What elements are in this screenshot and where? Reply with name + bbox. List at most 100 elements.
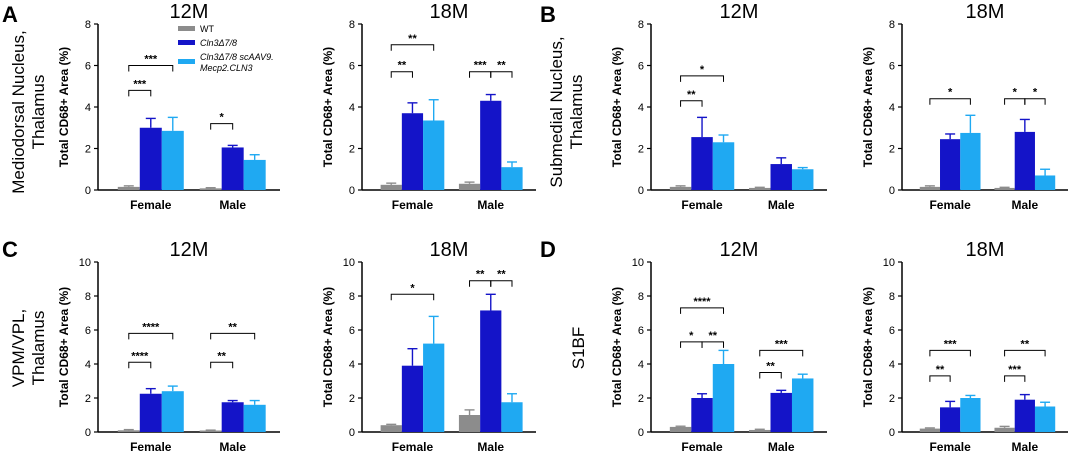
bar	[791, 378, 814, 432]
y-tick-label: 2	[889, 144, 895, 156]
bar	[199, 188, 222, 190]
bar	[458, 183, 481, 190]
significance-bracket	[680, 100, 703, 107]
x-category-label: Female	[130, 440, 172, 454]
significance-bracket	[390, 71, 413, 78]
significance-bracket	[680, 307, 725, 314]
significance-bracket	[929, 98, 971, 105]
x-category-label: Male	[477, 198, 504, 212]
y-tick-label: 2	[85, 393, 91, 405]
significance-stars: *	[220, 112, 225, 124]
y-axis-label: Total CD68+ Area (%)	[321, 47, 335, 167]
y-axis-label: Total CD68+ Area (%)	[321, 287, 335, 407]
bar	[940, 139, 961, 190]
y-tick-label: 4	[889, 102, 895, 114]
significance-stars: ***	[133, 78, 147, 90]
bar	[919, 428, 941, 432]
bar	[1034, 175, 1056, 190]
significance-stars: **	[766, 361, 775, 373]
bar	[994, 427, 1015, 432]
significance-bracket	[680, 75, 725, 82]
chart-title: 18M	[430, 1, 469, 23]
chart-title: 12M	[720, 239, 759, 261]
y-tick-label: 8	[85, 291, 91, 303]
y-tick-label: 8	[349, 291, 355, 303]
significance-bracket	[210, 361, 234, 369]
y-tick-label: 2	[638, 144, 644, 156]
bar	[669, 426, 692, 432]
significance-bracket	[701, 341, 725, 348]
bar	[940, 407, 961, 432]
y-axis-label: Total CD68+ Area (%)	[57, 287, 71, 407]
x-category-label: Female	[130, 198, 172, 212]
y-tick-label: 4	[85, 102, 91, 114]
bar	[712, 364, 735, 432]
significance-bracket	[490, 280, 513, 287]
bar	[749, 429, 771, 432]
y-tick-label: 4	[889, 359, 895, 371]
x-category-label: Male	[219, 198, 246, 212]
bar	[501, 402, 523, 432]
significance-stars: **	[497, 60, 506, 72]
significance-bracket	[759, 372, 782, 379]
y-tick-label: 0	[349, 185, 355, 197]
y-tick-label: 2	[85, 144, 91, 156]
chart-title: 12M	[170, 1, 209, 23]
y-tick-label: 6	[638, 61, 644, 73]
significance-bracket	[929, 375, 951, 382]
chart-c-18m: 18M Total CD68+ Area (%) 0 2 4 6 8 10 Female Male…	[321, 239, 536, 454]
significance-stars: **	[936, 364, 945, 376]
significance-stars: *	[1013, 87, 1018, 99]
significance-stars: **	[217, 350, 226, 362]
significance-bracket	[1024, 98, 1046, 105]
significance-stars: **	[476, 269, 485, 281]
y-tick-label: 8	[889, 291, 895, 303]
y-tick-label: 0	[638, 185, 644, 197]
chart-title: 18M	[966, 239, 1005, 261]
y-tick-label: 4	[349, 102, 355, 114]
y-tick-label: 6	[349, 61, 355, 73]
bar	[1014, 399, 1035, 432]
x-category-label: Male	[219, 440, 246, 454]
significance-stars: ****	[142, 321, 160, 333]
bar	[960, 398, 981, 432]
significance-bracket	[1004, 349, 1046, 357]
bar	[243, 159, 266, 190]
y-tick-label: 8	[638, 291, 644, 303]
bar	[691, 398, 713, 432]
x-category-label: Female	[681, 440, 723, 454]
significance-bracket	[1004, 98, 1026, 105]
bar	[770, 164, 792, 190]
y-tick-label: 2	[349, 144, 355, 156]
significance-stars: *	[700, 64, 705, 76]
chart-b-18m: 18M Total CD68+ Area (%) 0 2 4 6 8 Female Male * *…	[861, 1, 1068, 212]
legend-label-treated-1: Cln3Δ7/8 scAAV9.	[200, 52, 274, 62]
y-tick-label: 2	[638, 393, 644, 405]
row-label-c-line2: Thalamus	[29, 311, 48, 386]
legend-label-cln3: Cln3Δ7/8	[200, 38, 237, 48]
significance-bracket	[490, 71, 513, 78]
y-tick-label: 4	[349, 359, 355, 371]
significance-bracket	[210, 123, 234, 130]
significance-stars: **	[398, 60, 407, 72]
y-tick-label: 4	[638, 359, 644, 371]
y-axis-label: Total CD68+ Area (%)	[610, 287, 624, 407]
y-tick-label: 2	[889, 393, 895, 405]
y-tick-label: 6	[889, 61, 895, 73]
significance-bracket	[680, 341, 703, 348]
panel-label-b: B	[540, 2, 556, 27]
significance-stars: *	[410, 282, 415, 294]
significance-stars: ****	[131, 350, 149, 362]
chart-title: 12M	[170, 239, 209, 261]
y-tick-label: 0	[349, 427, 355, 439]
x-category-label: Female	[929, 440, 971, 454]
y-tick-label: 8	[638, 19, 644, 31]
y-tick-label: 0	[889, 185, 895, 197]
legend: WT Cln3Δ7/8 Cln3Δ7/8 scAAV9. Mecp2.CLN3	[178, 24, 274, 73]
significance-stars: **	[408, 33, 417, 45]
y-tick-label: 0	[638, 427, 644, 439]
